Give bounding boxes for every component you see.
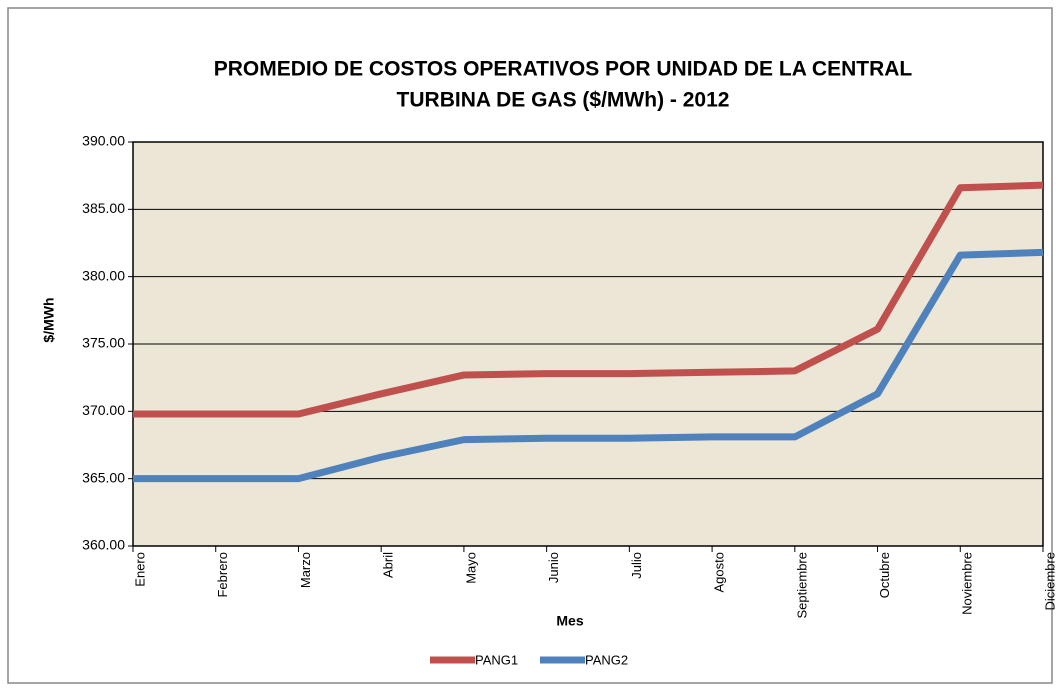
y-tick-label: 360.00 bbox=[82, 537, 125, 553]
legend-label: PANG2 bbox=[585, 652, 628, 667]
chart-title: TURBINA DE GAS ($/MWh) - 2012 bbox=[397, 89, 730, 112]
series-line bbox=[133, 181, 1044, 418]
x-tick-label: Febrero bbox=[215, 552, 230, 598]
chart-title: PROMEDIO DE COSTOS OPERATIVOS POR UNIDAD… bbox=[214, 58, 913, 81]
x-tick-label: Diciembre bbox=[1042, 552, 1057, 611]
y-axis-title: $/MWh bbox=[41, 297, 57, 342]
y-tick-label: 365.00 bbox=[82, 469, 125, 485]
y-tick-label: 390.00 bbox=[82, 133, 125, 149]
x-tick-label: Agosto bbox=[712, 552, 727, 592]
series-line bbox=[133, 248, 1044, 483]
x-tick-label: Noviembre bbox=[960, 552, 975, 615]
x-tick-label: Abril bbox=[381, 552, 396, 578]
y-tick-label: 370.00 bbox=[82, 402, 125, 418]
x-tick-label: Mayo bbox=[463, 552, 478, 584]
x-tick-label: Junio bbox=[546, 552, 561, 583]
y-tick-label: 380.00 bbox=[82, 267, 125, 283]
x-tick-label: Octubre bbox=[877, 552, 892, 598]
legend-label: PANG1 bbox=[475, 652, 518, 667]
x-tick-label: Enero bbox=[132, 552, 147, 587]
x-axis-title: Mes bbox=[556, 613, 583, 629]
y-tick-label: 375.00 bbox=[82, 335, 125, 351]
x-tick-label: Septiembre bbox=[794, 552, 809, 618]
x-tick-label: Julio bbox=[629, 552, 644, 579]
x-tick-label: Marzo bbox=[298, 552, 313, 588]
y-tick-label: 385.00 bbox=[82, 200, 125, 216]
